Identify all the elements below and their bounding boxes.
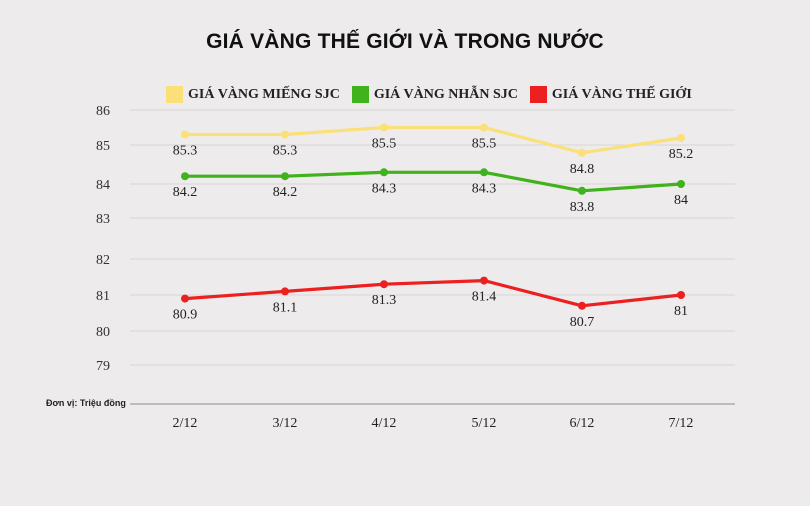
data-point (480, 168, 488, 177)
legend: GIÁ VÀNG MIẾNG SJC GIÁ VÀNG NHẪN SJC GIÁ… (166, 86, 704, 103)
legend-swatch-world (529, 86, 547, 103)
series-line (183, 125, 683, 155)
data-point (281, 172, 289, 181)
legend-label-world: GIÁ VÀNG THẾ GIỚI (551, 86, 692, 102)
data-point (181, 130, 189, 139)
legend-item-sjc-bar: GIÁ VÀNG MIẾNG SJC (166, 86, 340, 103)
data-label: 85.3 (273, 144, 298, 159)
data-point (380, 280, 388, 289)
data-point (677, 134, 685, 142)
legend-item-sjc-ring: GIÁ VÀNG NHẪN SJC (351, 86, 518, 103)
data-point (181, 172, 189, 181)
legend-swatch-sjc-ring (351, 86, 369, 103)
data-point (281, 287, 289, 296)
data-label: 80.9 (173, 308, 198, 323)
data-point (181, 294, 189, 303)
x-tick-label: 4/12 (372, 416, 397, 431)
x-tick-label: 6/12 (570, 416, 595, 431)
data-point (480, 123, 488, 132)
data-label: 84.3 (372, 181, 397, 196)
data-label: 84.8 (570, 162, 595, 177)
data-point (380, 168, 388, 177)
data-point (380, 123, 388, 132)
data-point (480, 276, 488, 285)
data-point (578, 301, 586, 310)
data-label: 84.2 (273, 185, 298, 200)
series-line (183, 279, 683, 308)
data-point (578, 148, 586, 157)
y-tick-label: 85 (96, 139, 110, 154)
legend-item-world: GIÁ VÀNG THẾ GIỚI (529, 86, 692, 103)
data-label: 81.3 (372, 293, 397, 308)
y-tick-label: 86 (96, 104, 110, 119)
data-label: 84.3 (472, 181, 497, 196)
data-point (281, 130, 289, 139)
unit-note: Đơn vị: Triệu đồng (46, 398, 126, 408)
y-tick-label: 81 (96, 289, 110, 304)
data-label: 81 (674, 304, 688, 319)
x-tick-label: 7/12 (669, 416, 694, 431)
data-label: 85.5 (472, 137, 497, 152)
series-line (183, 170, 683, 193)
legend-label-sjc-ring: GIÁ VÀNG NHẪN SJC (373, 86, 518, 102)
data-label: 84.2 (173, 185, 198, 200)
y-tick-label: 84 (96, 178, 110, 193)
y-tick-label: 83 (96, 212, 110, 227)
data-point (677, 180, 685, 188)
x-tick-label: 3/12 (273, 416, 298, 431)
data-label: 81.4 (472, 290, 497, 305)
legend-swatch-sjc-bar (166, 86, 183, 103)
y-tick-label: 82 (96, 253, 110, 268)
data-point (677, 291, 685, 299)
data-label: 83.8 (570, 200, 595, 215)
data-label: 84 (674, 193, 688, 208)
data-label: 81.1 (273, 300, 298, 315)
data-point (578, 186, 586, 195)
data-label: 80.7 (570, 315, 595, 330)
data-label: 85.2 (669, 147, 694, 162)
chart-title: GIÁ VÀNG THẾ GIỚI VÀ TRONG NƯỚC (206, 30, 604, 53)
data-label: 85.5 (372, 137, 397, 152)
y-tick-label: 80 (96, 325, 110, 340)
legend-label-sjc-bar: GIÁ VÀNG MIẾNG SJC (188, 86, 340, 102)
x-tick-label: 5/12 (472, 416, 497, 431)
data-label: 85.3 (173, 144, 198, 159)
y-tick-label: 79 (96, 359, 110, 374)
x-tick-label: 2/12 (173, 416, 198, 431)
